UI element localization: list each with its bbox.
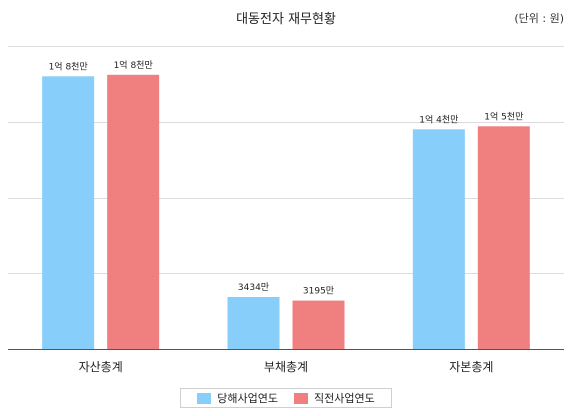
- legend-item-series-1[interactable]: 당해사업연도: [197, 390, 278, 406]
- bar-1-1: [42, 76, 95, 350]
- data-label-2-1: 1억 8천만: [114, 59, 153, 71]
- bar-2-2: [292, 300, 345, 349]
- data-label-1-2: 3434만: [238, 282, 269, 293]
- legend-swatch-series-1: [197, 392, 212, 404]
- bar-1-3: [412, 129, 465, 349]
- legend-label-series-1: 당해사업연도: [217, 392, 278, 405]
- x-tick-label: 부채총계: [264, 360, 308, 374]
- chart-title: 대동전자 재무현황: [236, 12, 336, 27]
- x-tick-label: 자산총계: [79, 360, 123, 374]
- legend-swatch-series-2: [294, 392, 308, 404]
- data-label-2-3: 1억 5천만: [484, 110, 523, 122]
- data-label-2-2: 3195만: [303, 286, 334, 297]
- legend-item-series-2[interactable]: 직전사업연도: [294, 390, 375, 406]
- legend-label-series-2: 직전사업연도: [314, 392, 375, 405]
- bar-2-3: [477, 126, 530, 349]
- bar-2-1: [107, 74, 160, 349]
- data-label-1-3: 1억 4천만: [419, 113, 458, 125]
- data-label-1-1: 1억 8천만: [49, 60, 88, 72]
- chart-legend: 당해사업연도 직전사업연도: [180, 388, 392, 408]
- x-tick-label: 자본총계: [449, 360, 493, 374]
- unit-label: (단위 : 원): [514, 12, 564, 25]
- bar-1-2: [227, 296, 280, 349]
